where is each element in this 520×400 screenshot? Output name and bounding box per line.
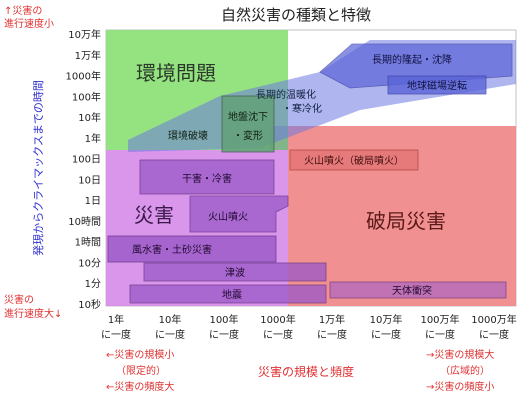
tsunami-box	[143, 262, 327, 282]
drought-cold-label: 干害・冷害	[182, 172, 232, 185]
y-tick-label: 10万年	[68, 28, 101, 41]
environmental-destruction-label: 環境破壊	[168, 129, 208, 142]
region-environment-label: 環境問題	[136, 61, 216, 85]
region-catastrophe-label: 破局災害	[366, 209, 446, 233]
y-tick-label: 1分	[85, 278, 101, 290]
flood-landslide-label: 風水害・土砂災害	[132, 243, 212, 256]
bottom-right-note-3: →災害の頻度小	[426, 380, 494, 393]
subsidence-label-1: 地盤沈下	[228, 110, 268, 123]
bottom-left-note-1: ←災害の規模小	[106, 348, 174, 361]
y-tick-label: 10時間	[68, 216, 101, 228]
y-tick-label: 1時間	[75, 237, 101, 249]
bottom-right-note-1: →災害の規模大	[426, 348, 494, 361]
x-tick-label-top: 1万年	[319, 313, 345, 326]
bottom-right-note-2: （広域的）	[440, 364, 490, 377]
y-tick-label: 1日	[85, 196, 101, 207]
x-tick-label-top: 1年	[108, 313, 124, 326]
y-tick-label: 1000年	[66, 70, 101, 83]
fast-label-line1: ↑災害の	[4, 4, 42, 17]
region-disaster-label: 災害	[134, 203, 174, 227]
earthquake-box	[129, 284, 327, 304]
y-tick-label: 1年	[85, 132, 101, 145]
x-tick-label-bottom: に一度	[425, 328, 455, 341]
x-tick-label-bottom: に一度	[371, 328, 401, 341]
bottom-left-note-3: ←災害の頻度大	[106, 380, 174, 393]
x-tick-label-top: 100万年	[420, 313, 459, 326]
y-tick-label: 1万年	[75, 49, 101, 62]
x-tick-label-top: 10万年	[370, 313, 403, 326]
subsidence-label-2: ・変形	[233, 129, 263, 142]
tsunami-label: 津波	[225, 266, 245, 279]
x-tick-label-top: 100年	[209, 313, 238, 326]
diagram-title: 自然災害の種類と特徴	[221, 6, 371, 24]
y-tick-label: 10年	[78, 111, 101, 124]
region-catastrophe	[288, 126, 516, 306]
subsidence-box	[221, 95, 275, 153]
warming-cooling-label-1: 長期的温暖化	[256, 88, 316, 101]
x-tick-label-bottom: に一度	[209, 328, 239, 341]
x-tick-label-top: 10年	[159, 313, 182, 326]
x-tick-label-bottom: に一度	[317, 328, 347, 341]
y-tick-label: 100年	[72, 90, 101, 103]
fast-label-line2: 進行速度小	[4, 17, 54, 30]
bottom-left-note-2: （限定的）	[116, 364, 166, 377]
y-axis-title: 発現からクライマックスまでの時間	[31, 80, 45, 256]
y-tick-label: 10日	[78, 175, 101, 186]
caldera-eruption-box	[289, 149, 419, 171]
x-tick-label-top: 1000年	[260, 313, 295, 326]
y-tick-label: 10秒	[78, 298, 101, 311]
magnetic-reversal-box	[387, 75, 487, 95]
flood-landslide-box	[107, 235, 277, 263]
earthquake-label: 地震	[222, 288, 242, 301]
slow-label-line2: 進行速度大↓	[4, 307, 62, 320]
x-tick-label-top: 1000万年	[471, 313, 516, 326]
y-tick-label: 100日	[72, 155, 101, 166]
caldera-eruption-label: 火山噴火（破局噴火）	[304, 154, 404, 167]
drought-cold-box	[139, 159, 275, 195]
y-axis-ticks: 10万年 1万年 1000年 100年 10年 1年 100日 10日 1日 10時間 1時間 10分…	[66, 28, 101, 311]
x-tick-label-bottom: に一度	[155, 328, 185, 341]
volcanic-eruption-box	[189, 195, 289, 233]
x-axis-title: 災害の規模と頻度	[258, 364, 354, 379]
magnetic-reversal-label: 地球磁場逆転	[407, 79, 467, 92]
x-tick-label-bottom: に一度	[479, 328, 509, 341]
impact-box	[329, 281, 507, 299]
y-tick-label: 10分	[78, 257, 101, 269]
impact-label: 天体衝突	[392, 284, 432, 297]
long-term-uplift-label: 長期的隆起・沈降	[372, 53, 452, 66]
volcanic-eruption-label: 火山噴火	[208, 211, 248, 223]
x-tick-label-bottom: に一度	[263, 328, 293, 341]
warming-cooling-label-2: ・寒冷化	[282, 102, 322, 115]
x-tick-label-bottom: に一度	[101, 328, 131, 341]
slow-label-line1: 災害の	[4, 293, 34, 306]
